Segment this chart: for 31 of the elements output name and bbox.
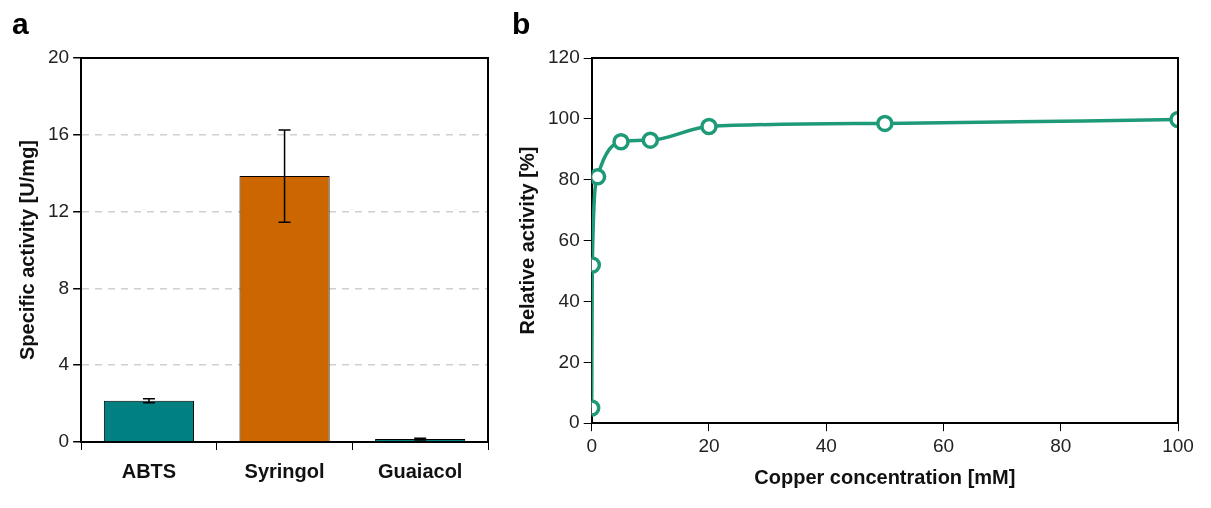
point [641, 131, 660, 149]
y-tick-label: 20 [47, 46, 70, 68]
point [876, 114, 894, 133]
y-tick-label: 16 [47, 123, 70, 145]
y-tick-label: 0 [569, 411, 580, 433]
x-tick-label: 20 [698, 434, 720, 456]
y-tick-label: 20 [558, 350, 580, 372]
y-axis-title: Specific activity [U/mg] [15, 139, 38, 361]
point [591, 167, 607, 186]
x-tick-label: Guaiacol [377, 459, 463, 482]
x-axis-title: Copper concentration [mM] [754, 465, 1016, 488]
point [700, 117, 718, 136]
y-tick-label: 120 [548, 46, 580, 68]
x-tick-label: 0 [586, 434, 597, 456]
x-tick-label: Syringol [244, 459, 325, 482]
x-tick-label: 40 [815, 434, 837, 456]
y-tick-label: 4 [58, 353, 70, 375]
y-tick-label: 12 [47, 199, 70, 221]
y-tick-label: 80 [558, 167, 580, 189]
chart-title: b [512, 7, 531, 41]
y-tick-label: 8 [58, 276, 70, 298]
y-axis-title: Relative activity [%] [515, 146, 538, 335]
point [612, 132, 630, 151]
y-tick-label: 60 [558, 228, 580, 250]
chart-title: a [12, 7, 29, 41]
x-tick-label: ABTS [121, 459, 177, 482]
x-tick-label: 80 [1050, 434, 1072, 456]
y-tick-label: 40 [558, 289, 580, 311]
y-tick-label: 100 [548, 107, 580, 129]
x-tick-label: 100 [1162, 434, 1194, 456]
x-tick-label: 60 [932, 434, 955, 456]
